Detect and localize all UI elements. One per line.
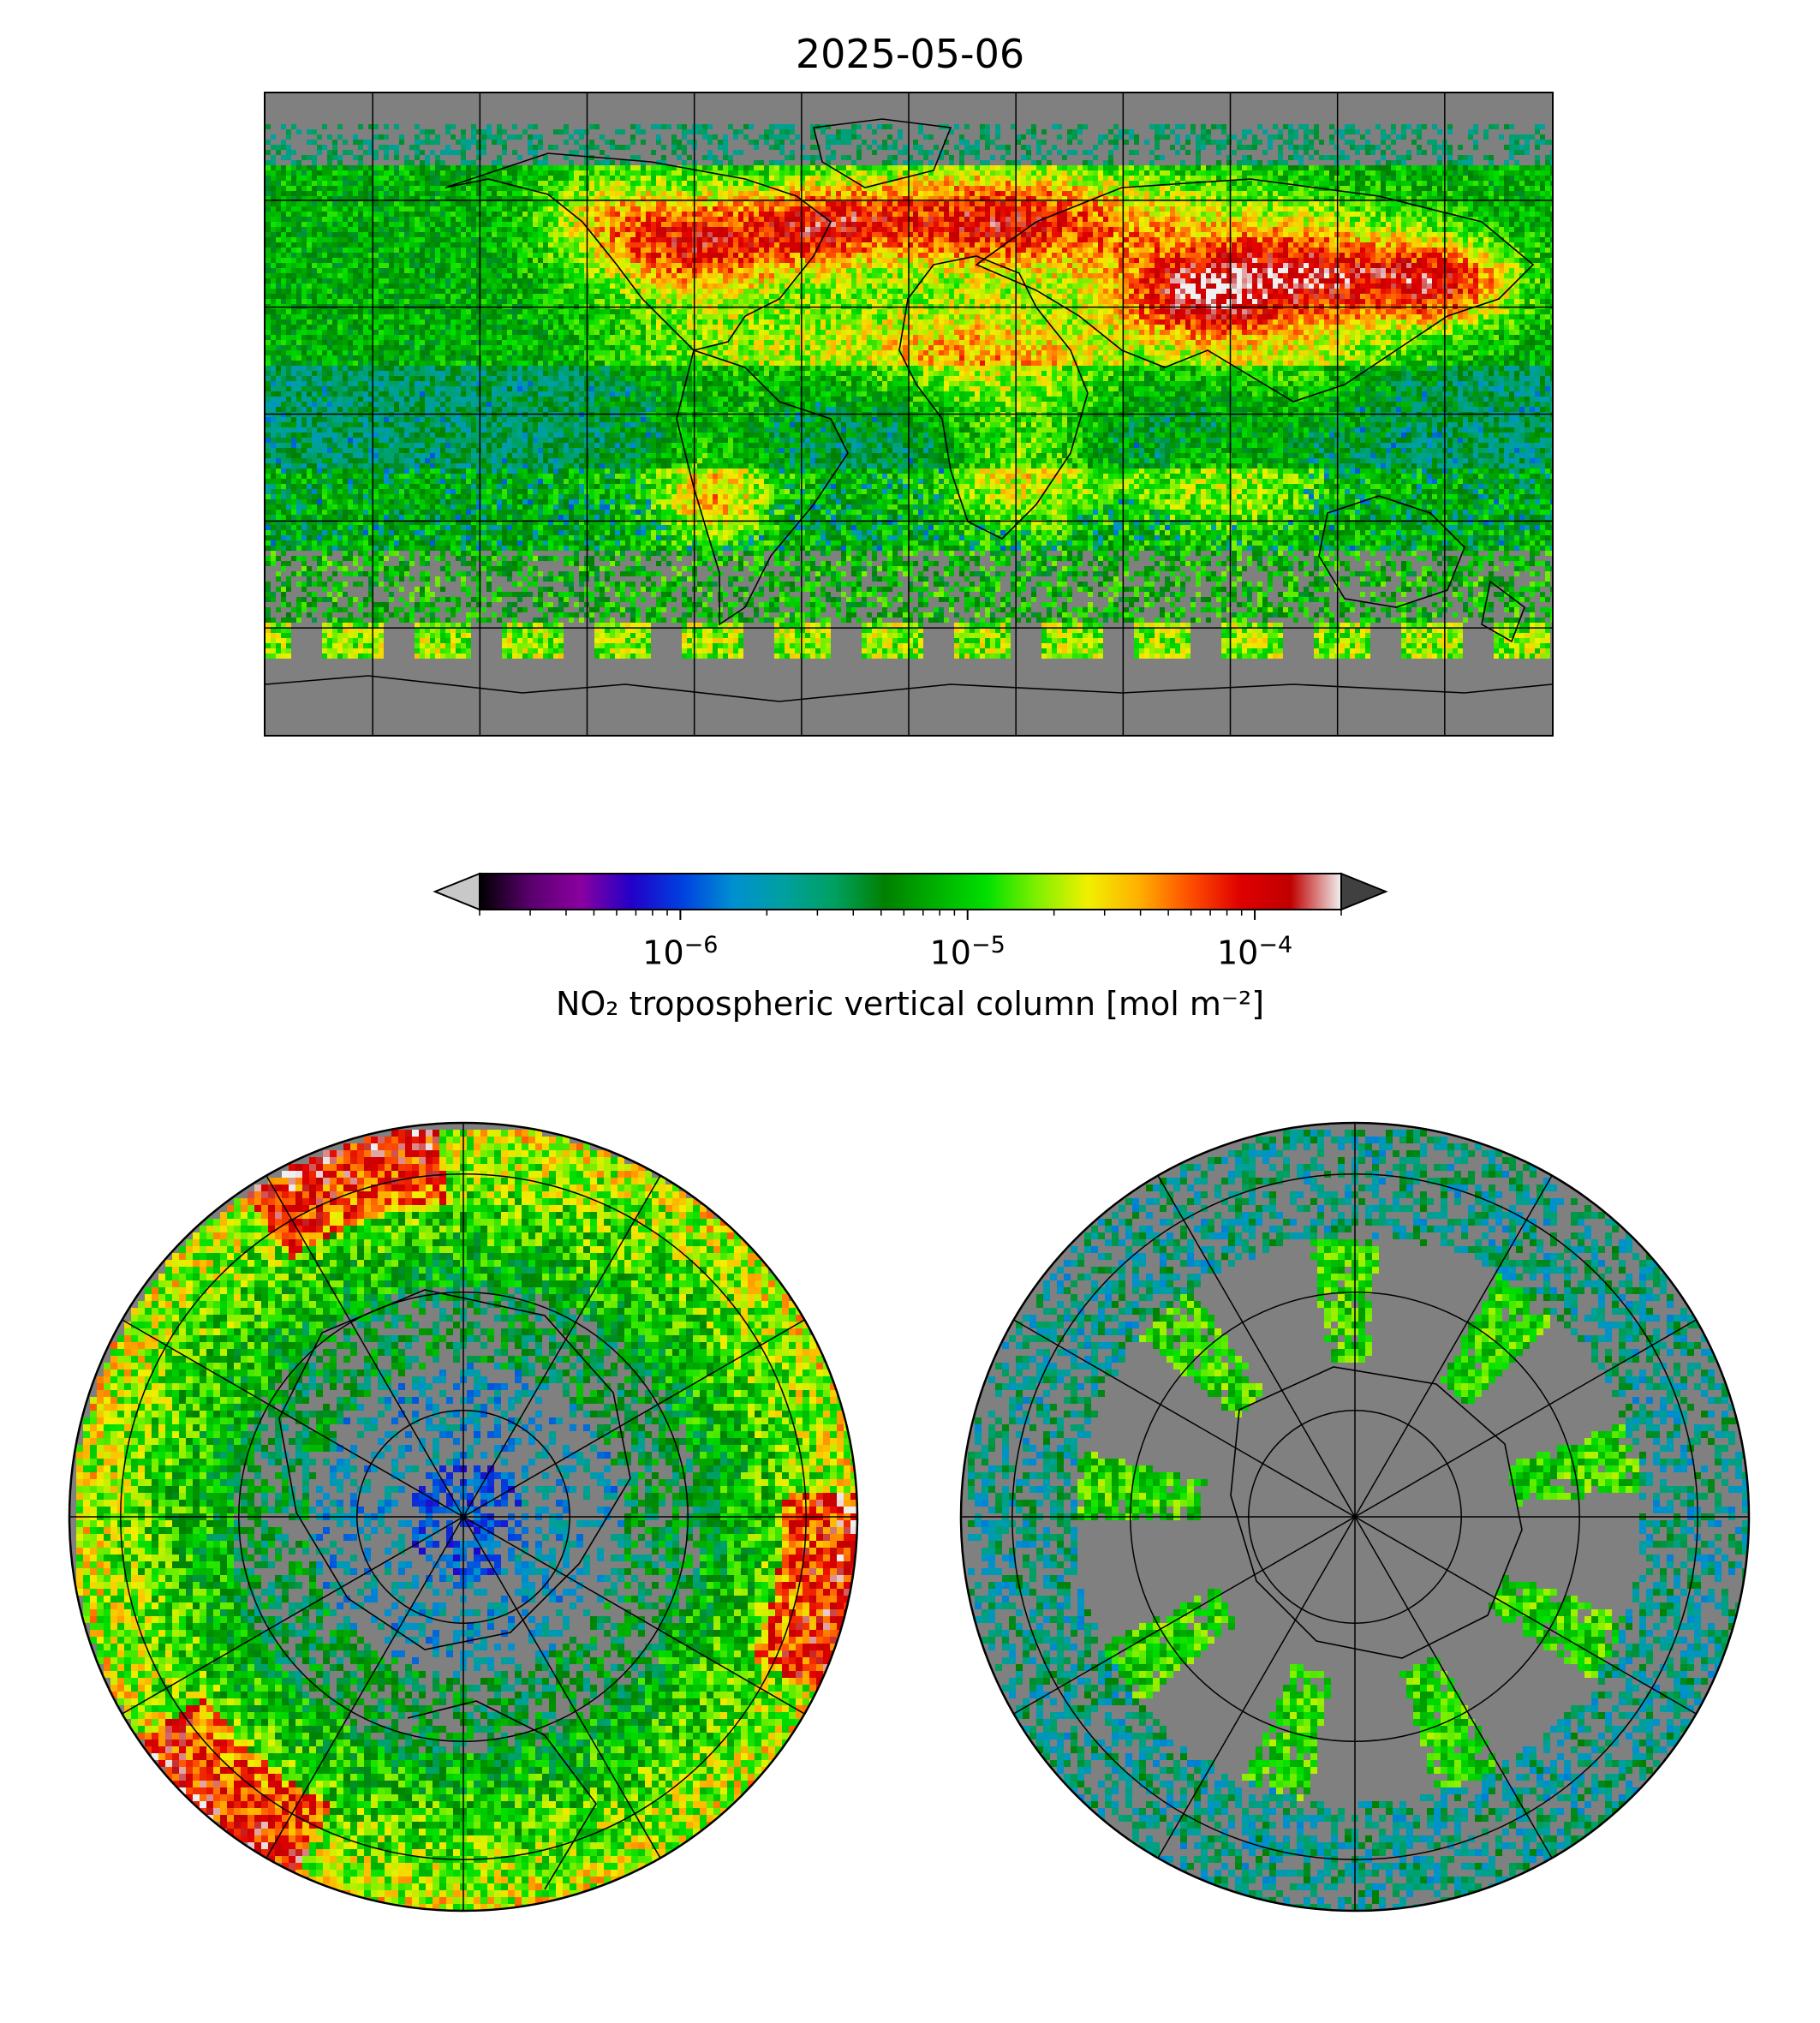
coastline [1318,495,1465,608]
south-polar-map [959,1121,1751,1913]
global-map-canvas [266,93,1552,735]
tick-base: 10 [642,934,683,972]
tick-base: 10 [930,934,971,972]
colorbar-tick-label: 10−5 [930,932,1005,972]
colorbar-tick-label: 10−6 [642,932,718,972]
coastline [813,118,952,188]
tick-exponent: −5 [971,932,1005,958]
colorbar-label: NO₂ tropospheric vertical column [mol m⁻… [0,985,1820,1023]
colorbar-over-extend [1340,872,1388,911]
meridian [1157,1175,1553,1859]
coastline [1481,580,1525,643]
coastline [278,1289,631,1650]
colorbar-gradient [479,873,1342,910]
colorbar-tick-label: 10−4 [1217,932,1292,972]
coastline [445,152,832,351]
gridlines [961,1123,1749,1911]
coastline [676,349,849,626]
global-map [264,92,1554,737]
coastline [266,675,1552,702]
tick-base: 10 [1217,934,1258,972]
coastlines [266,118,1552,702]
coastlines [278,1289,631,1890]
figure-title: 2025-05-06 [0,31,1820,77]
colorbar [433,872,1388,920]
coastline [898,255,1089,540]
coastline [407,1700,597,1890]
map-boundary [959,1121,1751,1913]
colorbar-under-extend [433,872,480,911]
no2-field [266,124,1552,659]
coastline [975,178,1535,403]
map-boundary [68,1121,859,1913]
gridlines [69,1123,857,1911]
tick-exponent: −6 [684,932,719,958]
coastlines [1230,1366,1523,1659]
meridian [266,1175,661,1859]
gridlines [266,93,1552,735]
coastline [1230,1366,1523,1659]
north-polar-map [68,1121,859,1913]
tick-exponent: −4 [1258,932,1292,958]
